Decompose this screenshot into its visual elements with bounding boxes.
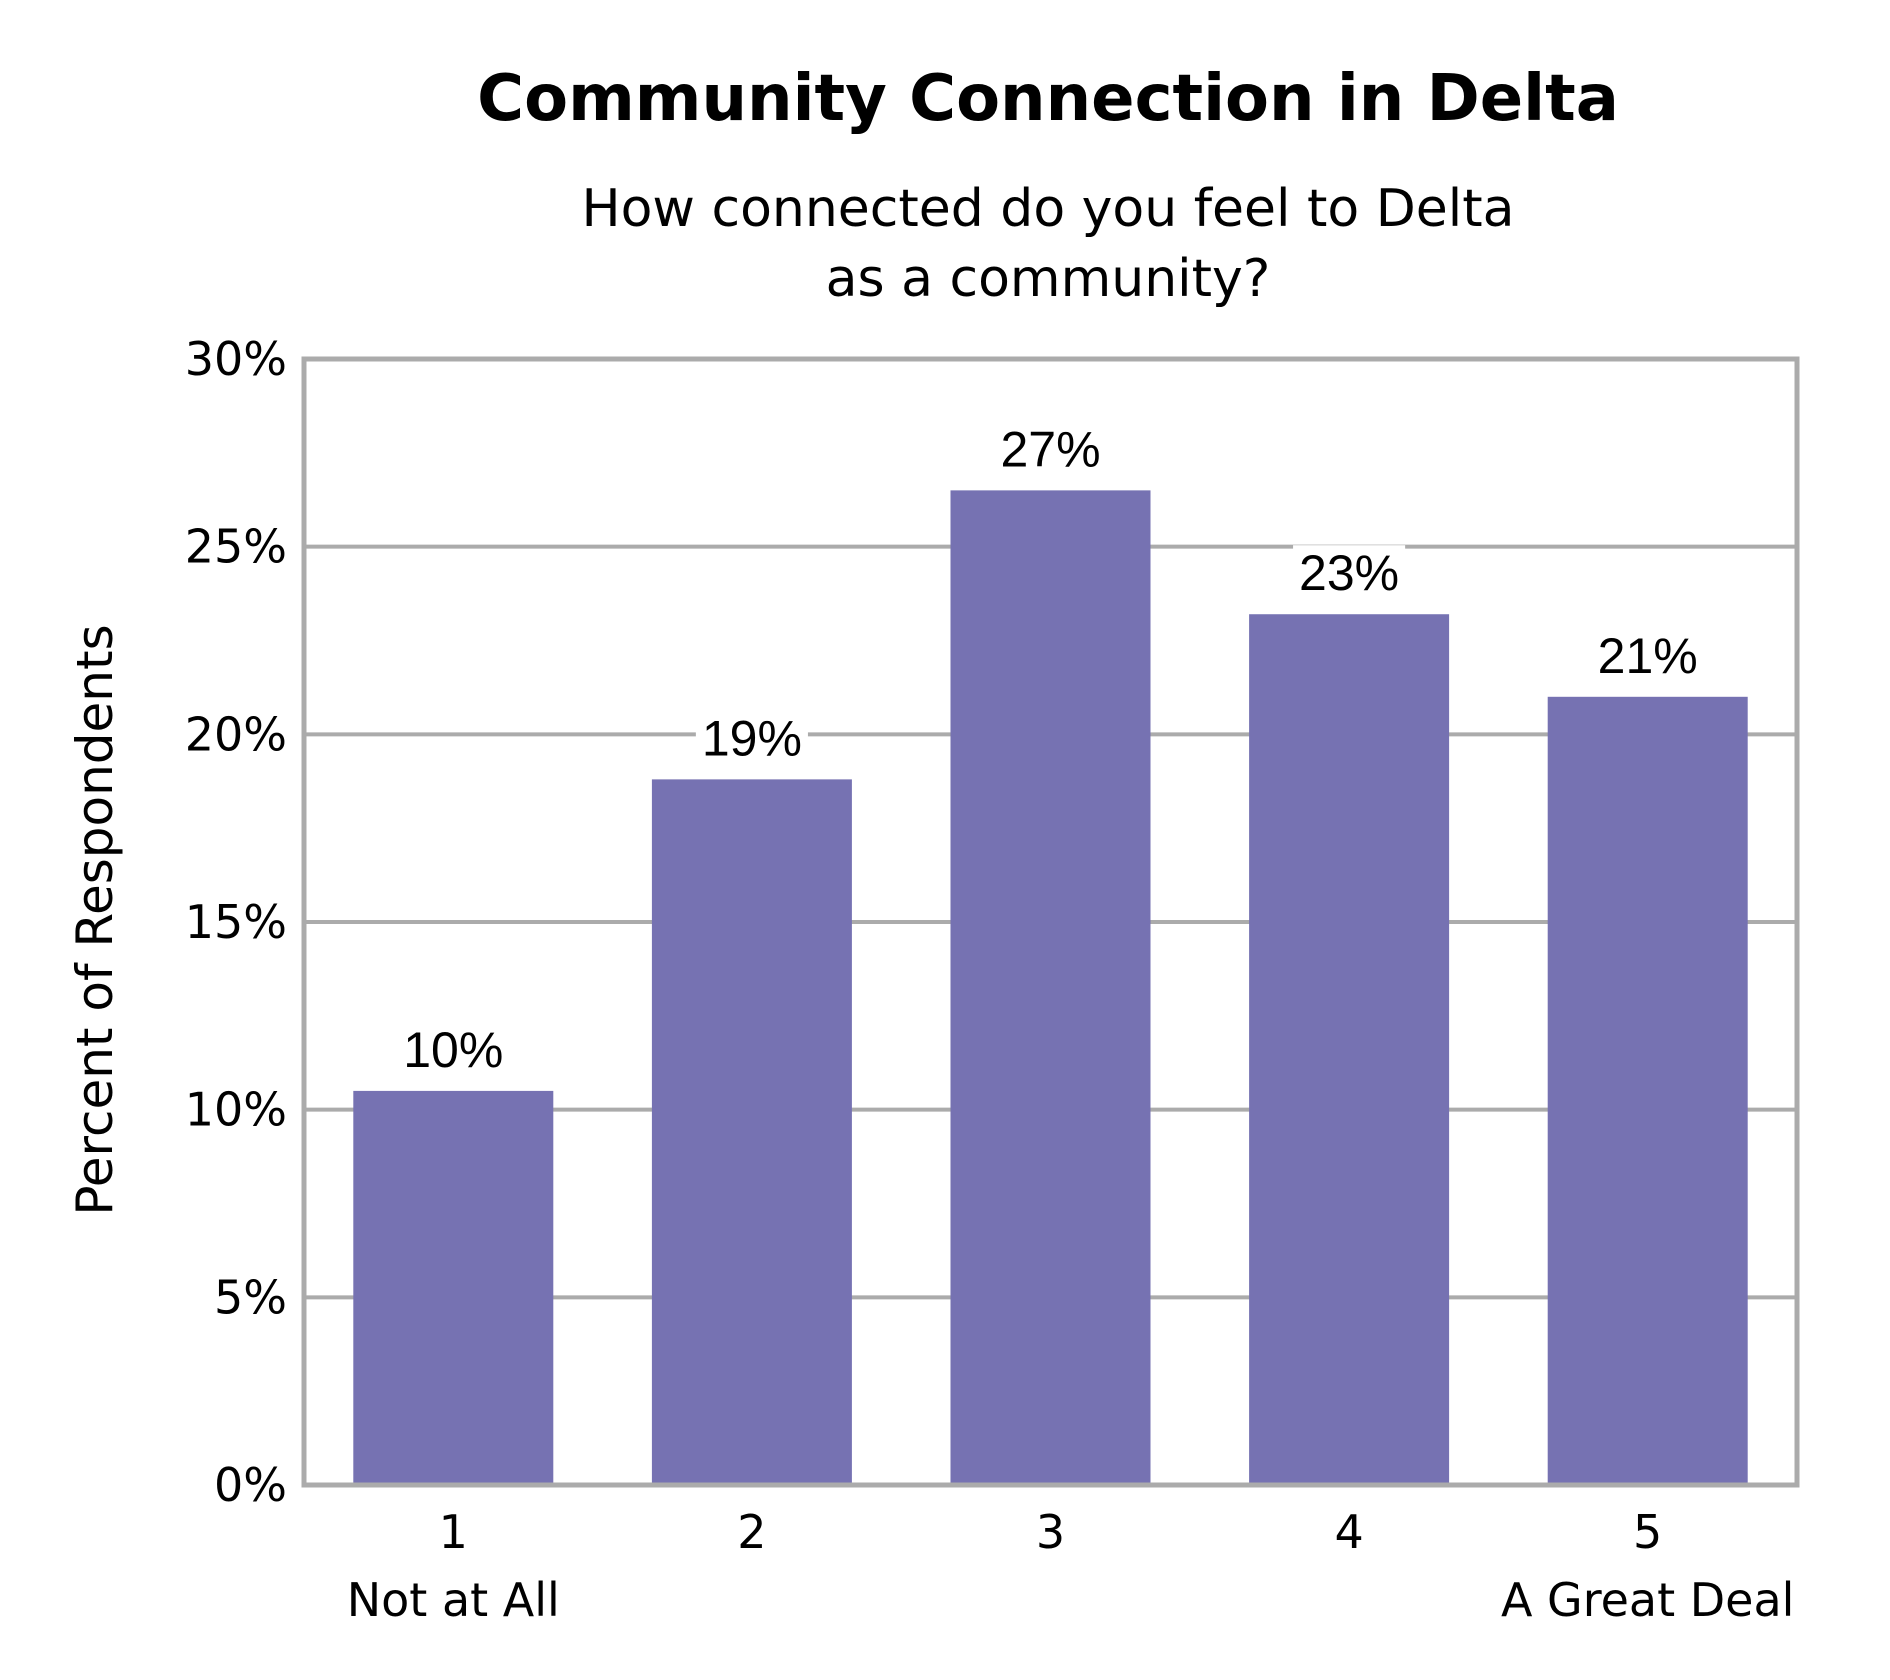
y-tick-label: 10% xyxy=(185,1083,287,1137)
bar xyxy=(1249,614,1450,1485)
y-tick-label: 5% xyxy=(214,1270,287,1324)
x-tick-label: 4 xyxy=(1334,1505,1363,1559)
data-label: 19% xyxy=(702,710,802,766)
data-label-background xyxy=(1591,627,1704,684)
data-label-background xyxy=(994,421,1107,478)
plot-frame xyxy=(301,356,1800,1488)
data-label: 21% xyxy=(1598,628,1698,684)
chart-subtitle-line-2: as a community? xyxy=(826,249,1271,309)
data-label-background xyxy=(1293,545,1406,602)
bar xyxy=(1547,696,1748,1485)
y-tick-labels: 0% 5% 10% 15% 20% 25% 30% xyxy=(185,332,287,1512)
x-tick-label: 5 xyxy=(1633,1505,1662,1559)
chart-title: Community Connection in Delta xyxy=(477,62,1619,136)
y-tick-label: 0% xyxy=(214,1458,287,1512)
y-tick-label: 30% xyxy=(185,332,287,386)
y-tick-label: 25% xyxy=(185,520,287,574)
chart-subtitle-line-1: How connected do you feel to Delta xyxy=(582,179,1515,239)
data-label-halo-group xyxy=(397,421,1704,1078)
x-tick-labels: 1 Not at All 2 3 4 5 A Great Deal xyxy=(347,1505,1795,1627)
x-tick-label: 2 xyxy=(737,1505,766,1559)
data-label-background xyxy=(695,710,808,767)
y-tick-label: 15% xyxy=(185,895,287,949)
x-category-sublabel: A Great Deal xyxy=(1501,1573,1794,1627)
x-category-sublabel: Not at All xyxy=(347,1573,560,1627)
y-axis-label: Percent of Respondents xyxy=(66,624,124,1215)
y-tick-label: 20% xyxy=(185,707,287,761)
data-label: 27% xyxy=(1000,421,1100,477)
data-label: 10% xyxy=(403,1022,503,1078)
x-tick-label: 3 xyxy=(1036,1505,1065,1559)
data-label-background xyxy=(397,1021,510,1078)
bars xyxy=(353,490,1748,1485)
bar xyxy=(950,490,1151,1485)
data-labels: 10% 19% 27% 23% 21% xyxy=(397,421,1704,1078)
x-tick-label: 1 xyxy=(439,1505,468,1559)
bar xyxy=(353,1090,554,1485)
bar xyxy=(651,779,852,1485)
data-label: 23% xyxy=(1299,545,1399,601)
